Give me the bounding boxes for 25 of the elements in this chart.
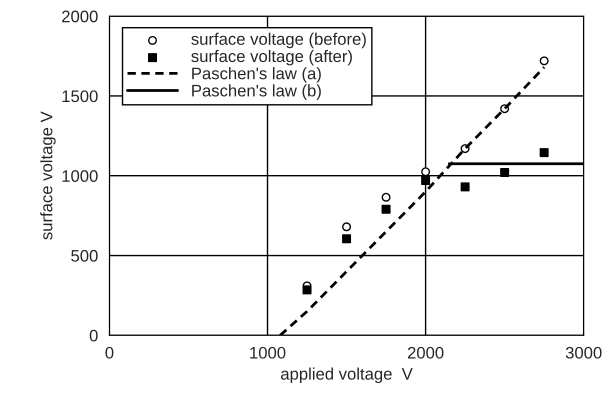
point xyxy=(382,192,391,202)
legend-label: surface voltage (before) xyxy=(191,32,366,48)
point xyxy=(540,148,549,158)
legend-label: surface voltage (after) xyxy=(191,50,352,66)
x-tick-label: 2000 xyxy=(408,346,444,359)
point xyxy=(342,222,352,232)
x-tick-label: 3000 xyxy=(566,346,602,359)
y-axis-title: surface voltage V xyxy=(40,111,56,240)
point xyxy=(342,234,352,244)
x-axis-title: applied voltage V xyxy=(281,368,413,384)
point xyxy=(421,176,430,186)
y-tick-label: 1500 xyxy=(62,90,98,102)
y-tick-label: 0 xyxy=(90,330,98,342)
point xyxy=(302,285,312,294)
x-tick-label: 1000 xyxy=(250,346,286,359)
point xyxy=(460,182,470,192)
y-tick-label: 1000 xyxy=(62,170,98,182)
point xyxy=(500,168,510,178)
legend-label: Paschen's law (a) xyxy=(192,67,321,83)
point xyxy=(382,204,391,214)
legend-label: Paschen's law (b) xyxy=(192,84,321,100)
x-tick-label: 0 xyxy=(105,346,114,359)
y-tick-label: 500 xyxy=(71,250,98,262)
y-tick-label: 2000 xyxy=(62,10,98,22)
point xyxy=(540,56,549,66)
